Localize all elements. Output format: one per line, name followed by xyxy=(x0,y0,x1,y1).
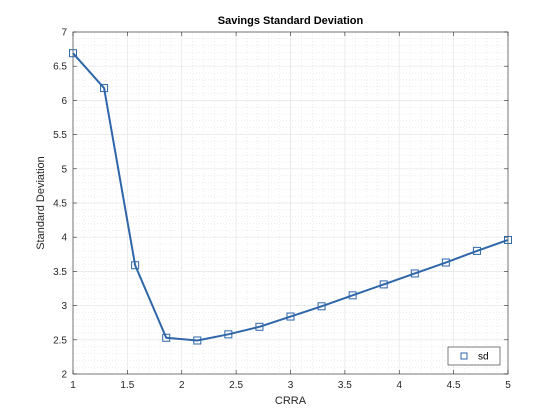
y-tick-label: 6 xyxy=(61,96,67,107)
data-point-marker xyxy=(69,49,77,58)
data-point-marker xyxy=(255,322,264,331)
data-point-marker xyxy=(410,269,419,278)
series-layer xyxy=(69,49,512,345)
y-tick-label: 5.5 xyxy=(53,130,67,141)
x-tick-label: 1.5 xyxy=(120,380,134,391)
y-tick-label: 4 xyxy=(61,233,67,244)
data-point-marker xyxy=(472,246,481,255)
legend-marker-square-icon xyxy=(460,352,468,360)
y-tick-label: 2 xyxy=(61,370,67,381)
y-tick-label: 6.5 xyxy=(53,62,67,73)
data-point-marker xyxy=(348,291,357,300)
plot-area: 1 1.5 2 2.5 3 3.5 4 4.5 5 2 2.5 3 3.5 4 4.5 5 5.5 6 6.5 7 xyxy=(53,28,512,391)
y-tick-label: 5 xyxy=(61,164,67,175)
data-point-marker xyxy=(224,330,233,339)
y-tick-label: 3.5 xyxy=(53,267,67,278)
chart-title: Savings Standard Deviation xyxy=(218,15,364,27)
data-point-marker xyxy=(441,258,450,267)
data-point-marker xyxy=(162,333,171,342)
y-tick-label: 4.5 xyxy=(53,199,67,210)
x-tick-label: 4.5 xyxy=(447,380,461,391)
y-tick-label: 3 xyxy=(61,301,67,312)
y-axis: 2 2.5 3 3.5 4 4.5 5 5.5 6 6.5 7 xyxy=(53,28,508,381)
data-point-marker xyxy=(379,280,388,289)
data-point-marker xyxy=(193,336,202,345)
x-tick-label: 2 xyxy=(179,380,185,391)
x-axis-label: CRRA xyxy=(275,395,307,407)
x-tick-label: 1 xyxy=(70,380,76,391)
x-axis: 1 1.5 2 2.5 3 3.5 4 4.5 5 xyxy=(70,32,511,391)
data-point-marker xyxy=(100,84,109,93)
x-tick-label: 3.5 xyxy=(338,380,352,391)
x-tick-label: 4 xyxy=(396,380,402,391)
y-tick-label: 2.5 xyxy=(53,335,67,346)
data-point-marker xyxy=(504,235,512,244)
series-line-sd xyxy=(72,52,509,342)
x-tick-label: 2.5 xyxy=(229,380,243,391)
x-tick-label: 3 xyxy=(288,380,294,391)
data-point-marker xyxy=(317,302,326,311)
legend-box xyxy=(447,346,501,366)
legend: sd xyxy=(447,346,501,366)
x-tick-label: 5 xyxy=(505,380,511,391)
data-point-marker xyxy=(131,261,140,270)
data-point-marker xyxy=(286,312,295,321)
y-tick-label: 7 xyxy=(61,28,67,39)
legend-label: sd xyxy=(478,352,489,363)
y-axis-label: Standard Deviation xyxy=(35,156,47,250)
